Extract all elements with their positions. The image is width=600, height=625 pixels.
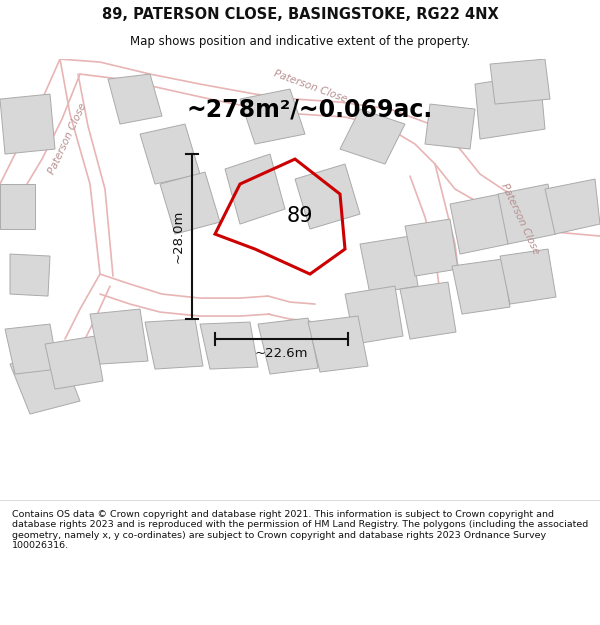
Polygon shape: [308, 316, 368, 372]
Polygon shape: [475, 74, 545, 139]
Polygon shape: [498, 184, 556, 244]
Polygon shape: [345, 286, 403, 344]
Text: Map shows position and indicative extent of the property.: Map shows position and indicative extent…: [130, 35, 470, 48]
Polygon shape: [160, 172, 220, 234]
Polygon shape: [452, 259, 510, 314]
Text: 89: 89: [287, 206, 313, 226]
Polygon shape: [425, 104, 475, 149]
Polygon shape: [0, 184, 35, 229]
Polygon shape: [450, 194, 508, 254]
Polygon shape: [225, 154, 285, 224]
Text: Contains OS data © Crown copyright and database right 2021. This information is : Contains OS data © Crown copyright and d…: [12, 510, 588, 550]
Polygon shape: [545, 179, 600, 234]
Polygon shape: [295, 164, 360, 229]
Text: ~278m²/~0.069ac.: ~278m²/~0.069ac.: [187, 97, 433, 121]
Polygon shape: [108, 74, 162, 124]
Polygon shape: [405, 219, 458, 276]
Polygon shape: [10, 254, 50, 296]
Text: Paterson Close: Paterson Close: [47, 102, 89, 176]
Polygon shape: [10, 349, 80, 414]
Polygon shape: [490, 59, 550, 104]
Polygon shape: [258, 318, 318, 374]
Text: Paterson Close: Paterson Close: [499, 182, 541, 256]
Polygon shape: [500, 249, 556, 304]
Polygon shape: [45, 336, 103, 389]
Polygon shape: [145, 319, 203, 369]
Polygon shape: [340, 109, 405, 164]
Text: 89, PATERSON CLOSE, BASINGSTOKE, RG22 4NX: 89, PATERSON CLOSE, BASINGSTOKE, RG22 4N…: [101, 8, 499, 22]
Polygon shape: [5, 324, 58, 374]
Polygon shape: [140, 124, 200, 184]
Text: ~28.0m: ~28.0m: [172, 210, 185, 263]
Polygon shape: [90, 309, 148, 364]
Polygon shape: [360, 236, 418, 294]
Polygon shape: [240, 89, 305, 144]
Polygon shape: [400, 282, 456, 339]
Text: Paterson Close: Paterson Close: [272, 68, 348, 104]
Polygon shape: [0, 94, 55, 154]
Text: ~22.6m: ~22.6m: [255, 346, 308, 359]
Polygon shape: [200, 322, 258, 369]
